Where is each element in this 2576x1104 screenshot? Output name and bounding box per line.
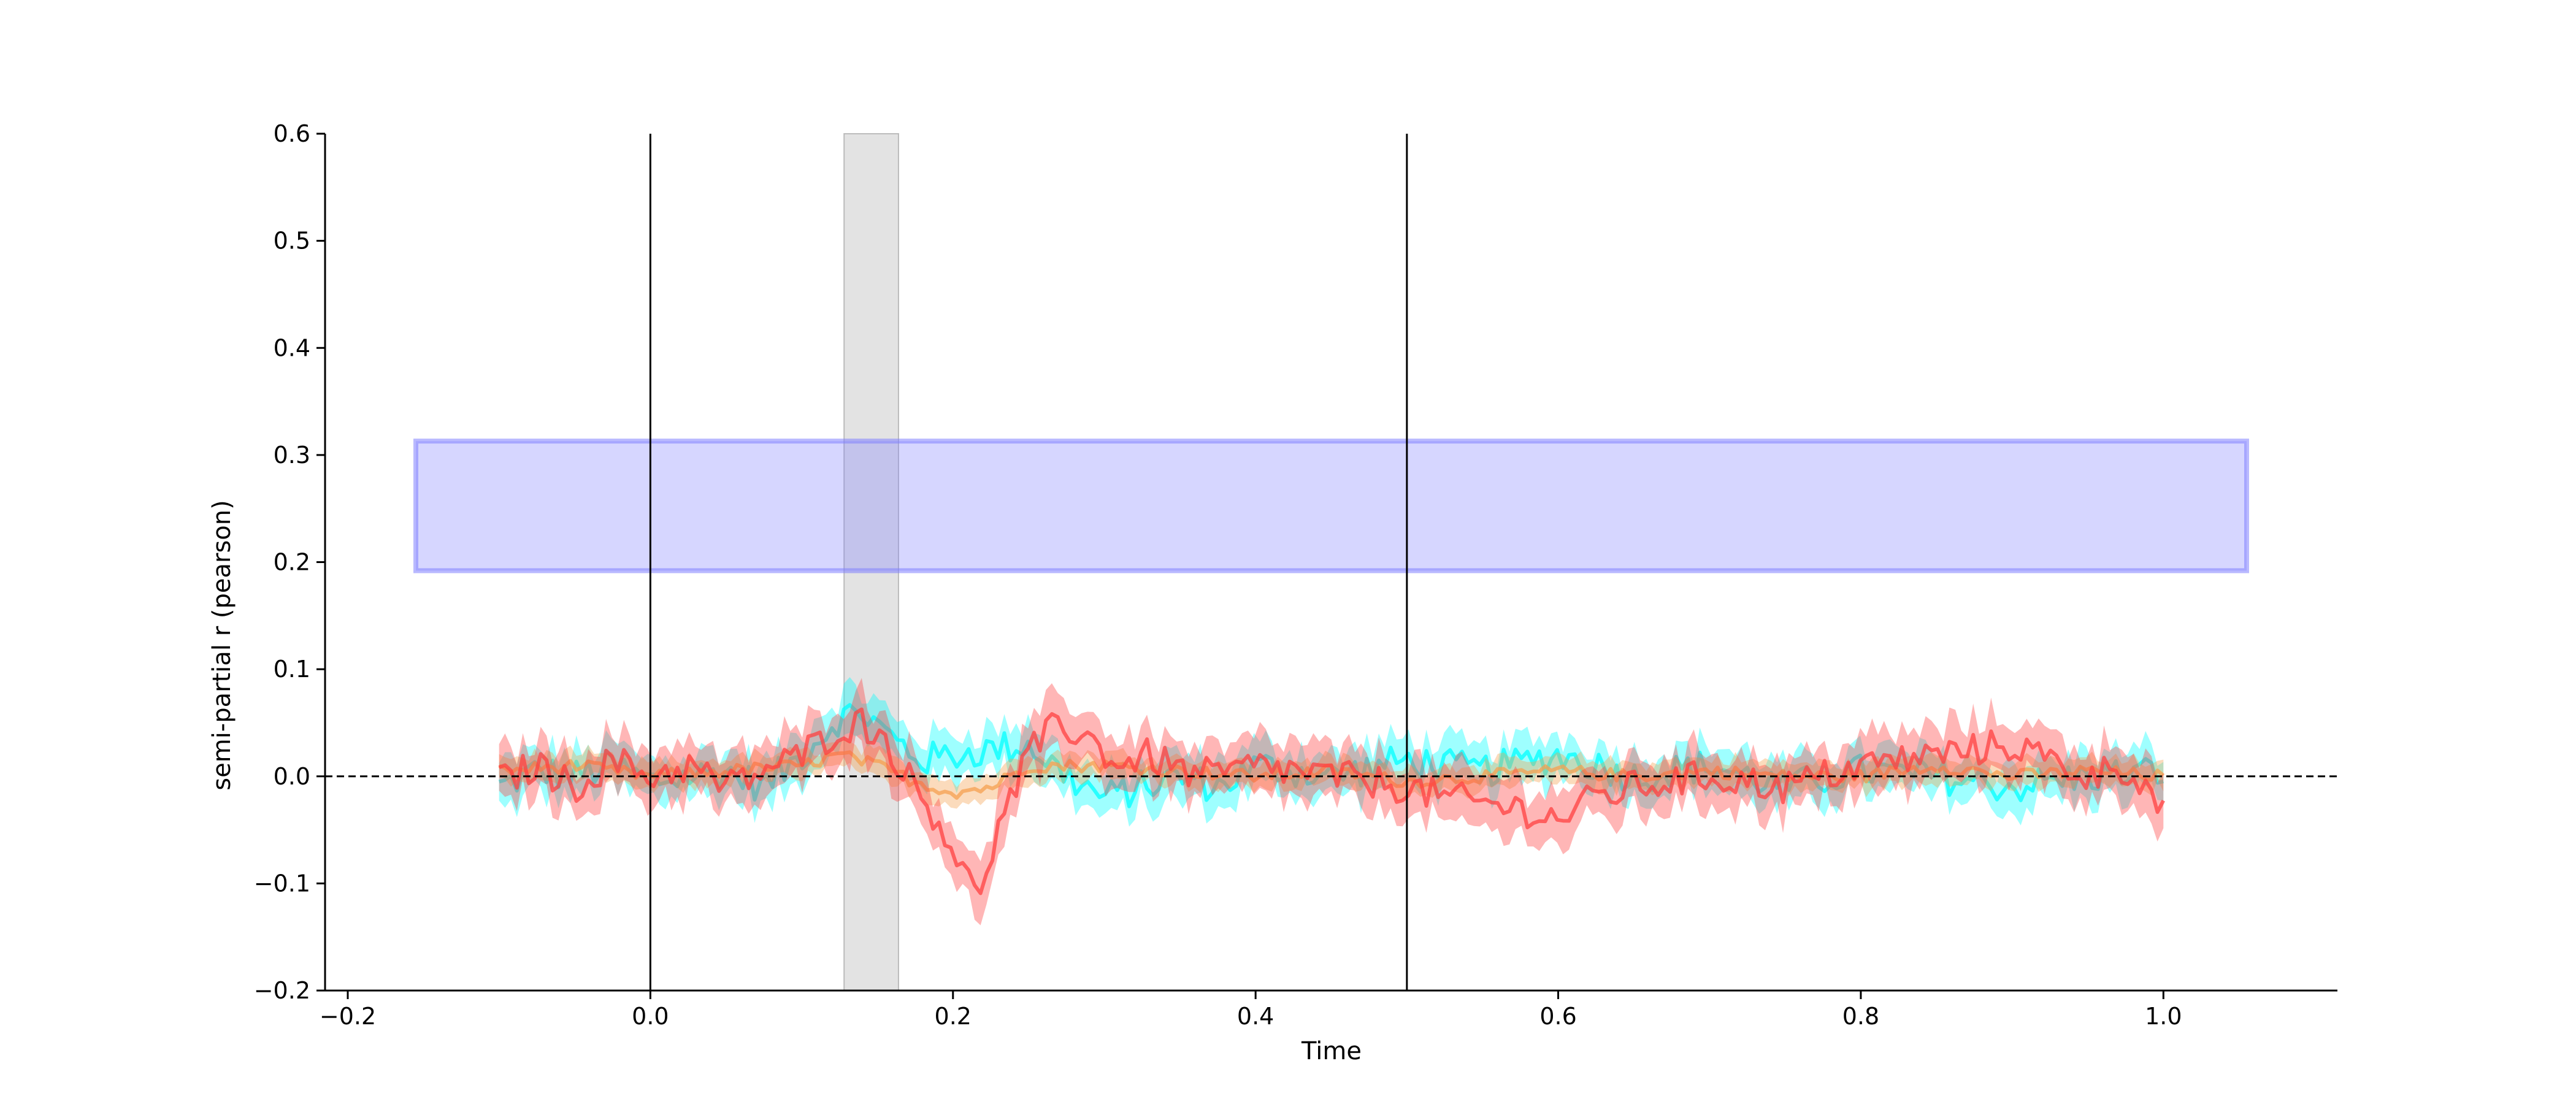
y-tick-label: 0.1 [274, 656, 310, 683]
shaded-span [843, 133, 899, 991]
y-tick-label: 0.2 [274, 549, 310, 576]
x-tick-label: 0.6 [1539, 1003, 1576, 1030]
highlight-band [413, 439, 2249, 573]
y-tick-label: 0.5 [274, 228, 310, 255]
series-ci-band-2 [499, 678, 2164, 926]
series-ci-band-1 [499, 739, 2164, 809]
y-tick-label: −0.2 [254, 977, 310, 1004]
y-tick-label: 0.3 [274, 442, 310, 469]
y-tick-label: 0.0 [274, 763, 310, 790]
x-tick-label: 0.8 [1842, 1003, 1879, 1030]
y-tick-label: 0.4 [274, 334, 310, 361]
x-tick-label: 1.0 [2145, 1003, 2182, 1030]
x-tick-label: 0.0 [632, 1003, 669, 1030]
x-tick-label: −0.2 [320, 1003, 376, 1030]
x-tick-label: 0.4 [1237, 1003, 1274, 1030]
y-axis-label: semi-partial r (pearson) [208, 500, 236, 790]
series-ci-band-0 [499, 677, 2164, 827]
plot-layer: −0.2 0.0 0.2 0.4 0.6 0.8 1.0 −0.2 −0.1 0.0 0.1 0.2 0… [254, 120, 2337, 1030]
y-tick-label: −0.1 [254, 870, 310, 897]
x-axis-label: Time [1301, 1037, 1362, 1065]
x-tick-label: 0.2 [935, 1003, 972, 1030]
series-line-2 [498, 707, 2165, 895]
y-tick-label: 0.6 [274, 120, 310, 147]
